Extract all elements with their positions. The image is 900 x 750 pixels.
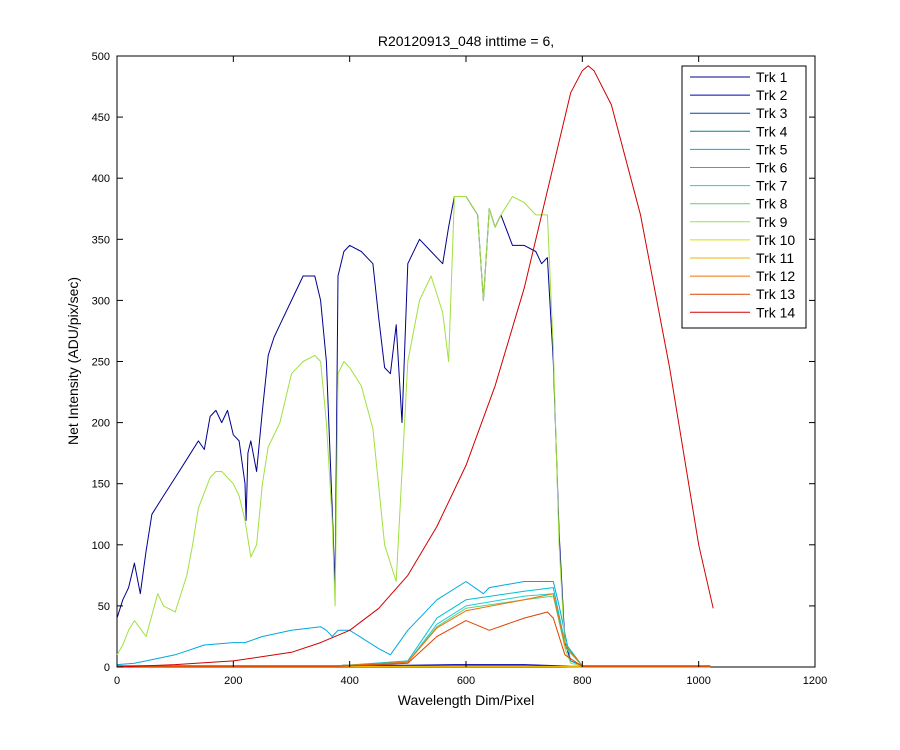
legend-entry: Trk 14: [756, 304, 795, 320]
y-tick-label: 300: [92, 295, 110, 307]
series-line-trk-9: [116, 196, 711, 667]
series-line-trk-5: [116, 581, 711, 667]
x-tick-label: 800: [573, 675, 591, 687]
y-tick-label: 400: [92, 173, 110, 185]
legend-entry: Trk 7: [756, 178, 788, 194]
y-tick-label: 250: [92, 357, 110, 369]
legend-entry: Trk 8: [756, 196, 788, 212]
series-layer: [116, 65, 714, 668]
legend-entry: Trk 9: [756, 214, 788, 230]
y-tick-label: 50: [98, 601, 110, 613]
series-line-trk-12: [117, 593, 711, 667]
legend-entry: Trk 4: [756, 123, 788, 139]
series-line-trk-14: [116, 65, 714, 668]
legend-entry: Trk 2: [756, 87, 788, 103]
y-tick-label: 450: [92, 112, 110, 124]
axis-ticks: 0 200 400 600 800 1000 1200 0 50 100 150 200 250 300 3…: [92, 51, 828, 687]
series-line-trk-13: [117, 611, 711, 667]
chart-title: R20120913_048 inttime = 6,: [378, 33, 554, 49]
x-tick-label: 1000: [686, 675, 710, 687]
x-tick-label: 200: [224, 675, 242, 687]
series-line-trk-6: [117, 587, 711, 667]
legend-entry: Trk 10: [756, 232, 795, 248]
x-tick-label: 400: [340, 675, 358, 687]
legend: Trk 1 Trk 2 Trk 3 Trk 4 Trk 5 Trk 6 Trk 7 Trk 8…: [681, 65, 807, 329]
x-tick-label: 0: [114, 675, 120, 687]
x-axis-label: Wavelength Dim/Pixel: [398, 692, 534, 708]
legend-entry: Trk 5: [756, 141, 788, 157]
y-tick-label: 100: [92, 540, 110, 552]
legend-entry: Trk 11: [756, 250, 794, 266]
legend-entry: Trk 13: [756, 286, 795, 302]
x-tick-label: 600: [457, 675, 475, 687]
legend-box: [681, 65, 807, 329]
y-tick-label: 150: [92, 479, 110, 491]
y-axis-label: Net Intensity (ADU/pix/sec): [65, 277, 81, 445]
legend-entry: Trk 12: [756, 268, 795, 284]
y-tick-label: 350: [92, 234, 110, 246]
legend-entry: Trk 6: [756, 160, 788, 176]
y-tick-label: 500: [92, 51, 110, 63]
legend-entry: Trk 3: [756, 105, 788, 121]
legend-entry: Trk 1: [756, 69, 788, 85]
y-tick-label: 0: [104, 662, 110, 674]
y-tick-label: 200: [92, 418, 110, 430]
x-tick-label: 1200: [803, 675, 827, 687]
